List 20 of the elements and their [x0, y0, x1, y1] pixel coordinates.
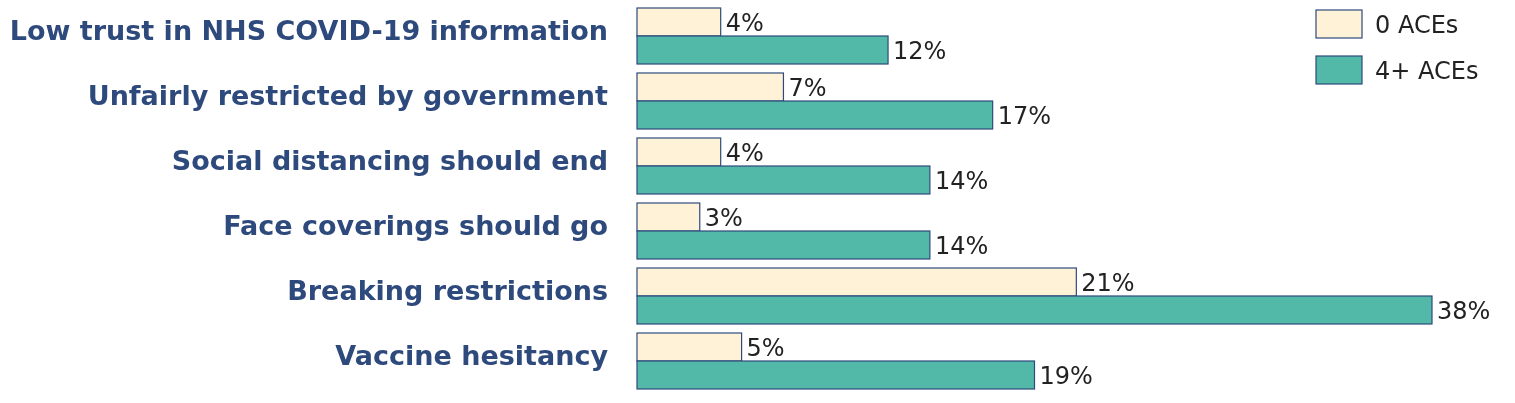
y-tick-label: Low trust in NHS COVID-19 information — [9, 15, 608, 46]
y-tick-label: Vaccine hesitancy — [335, 340, 609, 371]
y-tick-label: Face coverings should go — [223, 210, 608, 241]
data-label: 12% — [893, 37, 947, 65]
data-label: 4% — [725, 9, 764, 37]
data-label: 21% — [1081, 269, 1135, 297]
data-label: 14% — [934, 167, 989, 195]
data-label: 19% — [1039, 362, 1093, 390]
legend-label: 0 ACEs — [1375, 11, 1459, 39]
data-label: 3% — [704, 204, 743, 232]
y-tick-label: Social distancing should end — [171, 145, 608, 176]
data-label: 17% — [997, 102, 1051, 130]
data-label: 7% — [788, 74, 827, 102]
y-tick-label: Unfairly restricted by government — [87, 80, 609, 111]
y-tick-label: Breaking restrictions — [287, 275, 608, 306]
data-label: 4% — [725, 139, 764, 167]
data-label: 14% — [934, 232, 989, 260]
data-label: 5% — [746, 334, 785, 362]
data-label: 38% — [1437, 297, 1491, 325]
legend-label: 4+ ACEs — [1375, 57, 1479, 85]
